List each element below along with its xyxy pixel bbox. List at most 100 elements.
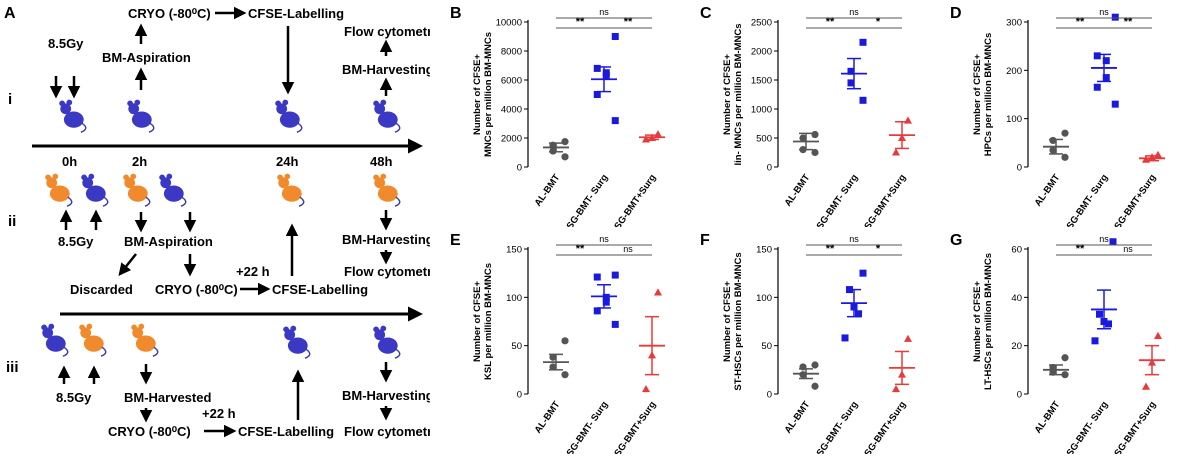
y-tick-label-c-4: 2000 bbox=[751, 47, 772, 58]
point-d-sg-bmt-surg-1 bbox=[1093, 52, 1101, 60]
y-tick-label-b-1: 2000 bbox=[501, 134, 522, 145]
x-tick-label-g-sg-bmt-surg: SG-BMT+Surg bbox=[1112, 399, 1158, 454]
point-b-sg-bmt-surg-0 bbox=[654, 130, 662, 138]
chart-panel-e: E 0 50 100 150 Number of CFSE+ KSL per million… bbox=[440, 227, 690, 459]
x-tick-label-e-sg-bmt-surg: SG-BMT+Surg bbox=[612, 399, 658, 454]
y-tick-label-f-0: 0 bbox=[767, 390, 772, 401]
point-e-sg-bmt-surg-2 bbox=[642, 384, 650, 393]
y-axis-label-line1-e: Number of CFSE+ bbox=[472, 281, 483, 362]
sig-label-c-0: ns bbox=[849, 7, 859, 17]
point-b-sg-bmt-surg-4 bbox=[593, 91, 601, 98]
row-ii-mouse-48h bbox=[372, 172, 401, 207]
sig-label-d-0: ns bbox=[1099, 7, 1109, 17]
row-i-cfse-label: CFSE-Labelling bbox=[248, 6, 344, 21]
point-d-al-bmt-2 bbox=[1049, 146, 1057, 154]
y-tick-label-c-0: 0 bbox=[767, 163, 772, 174]
row-iii-harvested-label: BM-Harvested bbox=[124, 390, 211, 405]
row-iii-mouse-b bbox=[78, 322, 107, 357]
x-tick-label-g-al-bmt: AL-BMT bbox=[1033, 399, 1063, 435]
point-e-sg-bmt-surg-2 bbox=[602, 293, 610, 301]
row-iii-mouse-a bbox=[40, 322, 69, 357]
y-axis-label-line2-b: MNCs per million BM-MNCs bbox=[483, 32, 494, 157]
y-tick-label-c-3: 1500 bbox=[751, 76, 772, 87]
point-c-sg-bmt-surg-1 bbox=[898, 133, 906, 141]
y-tick-label-f-2: 100 bbox=[756, 293, 772, 304]
point-f-sg-bmt-surg-2 bbox=[892, 384, 900, 393]
y-tick-label-e-0: 0 bbox=[517, 390, 522, 401]
sig-label-b-2: ** bbox=[624, 16, 633, 28]
row-ii-mouse-recipient bbox=[44, 172, 73, 207]
point-e-sg-bmt-surg-4 bbox=[593, 307, 601, 315]
y-tick-label-g-0: 0 bbox=[1017, 390, 1022, 401]
panel-letter-d: D bbox=[950, 5, 962, 22]
point-e-sg-bmt-surg-5 bbox=[611, 320, 619, 328]
y-axis-label-line2-f: ST-HSCs per million BM-MNCs bbox=[733, 252, 744, 390]
panel-letter-e: E bbox=[450, 232, 461, 249]
row-ii-discard-arrow bbox=[118, 253, 137, 276]
y-tick-label-f-1: 50 bbox=[761, 341, 772, 352]
point-e-al-bmt-3 bbox=[561, 371, 569, 379]
y-axis-label-line1-f: Number of CFSE+ bbox=[722, 281, 733, 362]
y-tick-label-b-5: 10000 bbox=[496, 18, 522, 29]
point-c-al-bmt-3 bbox=[811, 148, 819, 157]
point-g-sg-bmt-surg-0 bbox=[1154, 331, 1162, 339]
row-numeral-iii: iii bbox=[6, 359, 19, 376]
point-b-al-bmt-2 bbox=[549, 147, 557, 155]
row-i-aspiration-label: BM-Aspiration bbox=[102, 50, 191, 65]
point-b-al-bmt-1 bbox=[549, 141, 557, 149]
sig-label-g-0: ns bbox=[1099, 234, 1109, 244]
point-c-al-bmt-2 bbox=[799, 146, 807, 154]
row-ii-mouse-2h-a bbox=[122, 172, 151, 207]
chart-panel-d: D 0 100 200 300 Number of CFSE+ HPCs per milli… bbox=[940, 0, 1190, 232]
y-axis-label-line2-d: HPCs per million BM-MNCs bbox=[983, 33, 994, 157]
sig-label-f-1: ** bbox=[826, 243, 835, 255]
y-tick-label-g-3: 60 bbox=[1011, 245, 1022, 256]
row-ii-cfse-label: CFSE-Labelling bbox=[272, 282, 368, 297]
y-tick-label-e-3: 150 bbox=[506, 245, 522, 256]
x-tick-label-d-al-bmt: AL-BMT bbox=[1033, 172, 1063, 208]
timeline-48h: 48h bbox=[370, 154, 392, 169]
point-d-sg-bmt-surg-0 bbox=[1154, 150, 1162, 158]
sig-label-g-1: ** bbox=[1076, 243, 1085, 255]
point-c-sg-bmt-surg-1 bbox=[847, 67, 855, 75]
point-e-al-bmt-1 bbox=[549, 353, 557, 361]
row-i-mouse-0h bbox=[58, 98, 87, 133]
chart-panel-b: B 0 2000 4000 6000 8000 10000 Number of CFSE+ MN… bbox=[440, 0, 690, 232]
point-c-sg-bmt-surg-0 bbox=[904, 116, 912, 124]
schematic-svg: A i 8.5Gy CRYO (-80⁰C) CFSE-Labelling BM… bbox=[4, 5, 440, 439]
y-axis-label-line1-c: Number of CFSE+ bbox=[722, 54, 733, 135]
sig-label-f-2: * bbox=[876, 243, 881, 255]
x-tick-label-b-sg-bmt-surg: SG-BMT+Surg bbox=[612, 172, 658, 227]
point-c-sg-bmt-surg-2 bbox=[847, 79, 855, 87]
point-f-sg-bmt-surg-2 bbox=[850, 303, 858, 311]
sig-label-f-0: ns bbox=[849, 234, 859, 244]
y-tick-label-c-2: 1000 bbox=[751, 105, 772, 116]
sig-label-d-1: ** bbox=[1076, 16, 1085, 28]
sig-label-b-0: ns bbox=[599, 7, 609, 17]
point-e-al-bmt-0 bbox=[561, 337, 569, 345]
point-d-al-bmt-3 bbox=[1061, 153, 1069, 161]
point-f-sg-bmt-surg-0 bbox=[859, 269, 867, 277]
row-iii-delay-label: +22 h bbox=[202, 406, 236, 421]
chart-panel-c: C 0 500 1000 1500 2000 2500 Number of CFSE+ lin-… bbox=[690, 0, 940, 232]
row-iii-flow-label: Flow cytometry bbox=[344, 424, 430, 439]
row-ii-cryo-label: CRYO (-80⁰C) bbox=[155, 282, 238, 297]
y-tick-label-b-2: 4000 bbox=[501, 105, 522, 116]
point-b-sg-bmt-surg-0 bbox=[611, 33, 619, 40]
point-f-al-bmt-2 bbox=[799, 371, 807, 379]
x-tick-label-e-sg-bmt-surg: SG-BMT- Surg bbox=[565, 399, 611, 454]
row-ii-dose-label: 8.5Gy bbox=[58, 234, 94, 249]
timeline-0h: 0h bbox=[62, 154, 77, 169]
row-iii-cfse-label: CFSE-Labelling bbox=[238, 424, 334, 439]
point-e-sg-bmt-surg-0 bbox=[611, 271, 619, 279]
timeline-2h: 2h bbox=[132, 154, 147, 169]
chart-panel-g: G 0 20 40 60 Number of CFSE+ LT-HSCs per milli… bbox=[940, 227, 1190, 459]
point-f-sg-bmt-surg-4 bbox=[841, 334, 849, 342]
panel-letter-f: F bbox=[700, 232, 710, 249]
sig-label-d-2: ** bbox=[1124, 16, 1133, 28]
point-f-sg-bmt-surg-1 bbox=[898, 370, 906, 378]
row-i-mouse-2h bbox=[126, 98, 155, 133]
chart-e-svg: E 0 50 100 150 Number of CFSE+ KSL per million… bbox=[450, 232, 665, 459]
panel-letter-a: A bbox=[4, 5, 16, 22]
point-g-al-bmt-0 bbox=[1061, 354, 1069, 362]
